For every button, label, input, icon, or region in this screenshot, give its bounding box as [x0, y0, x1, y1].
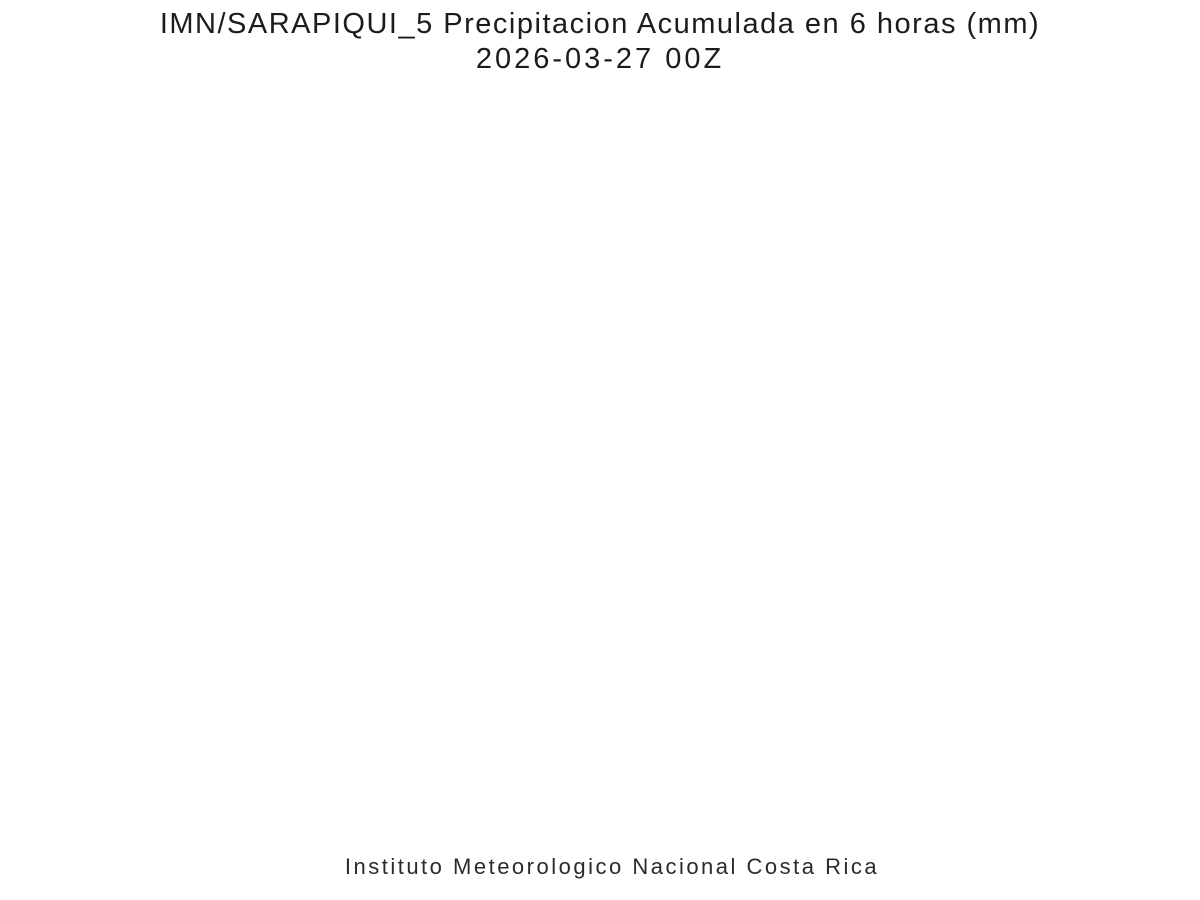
footer-caption: Instituto Meteorologico Nacional Costa R…: [344, 854, 880, 879]
plot-title-block: IMN/SARAPIQUI_5 Precipitacion Acumulada …: [0, 8, 1200, 76]
plot-title: IMN/SARAPIQUI_5 Precipitacion Acumulada …: [159, 8, 1041, 40]
plot-subtitle: 2026-03-27 00Z: [475, 43, 725, 75]
